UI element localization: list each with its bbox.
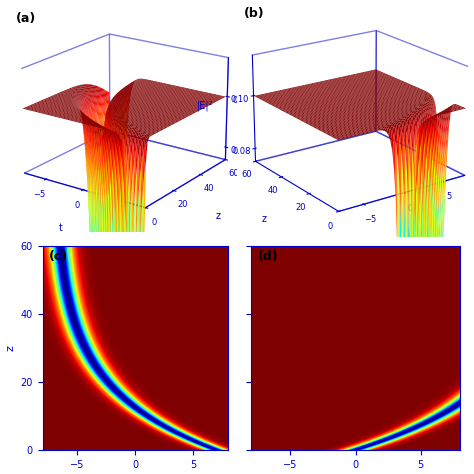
Y-axis label: z: z: [5, 346, 15, 351]
X-axis label: t: t: [424, 226, 428, 236]
Text: (d): (d): [258, 250, 278, 263]
Y-axis label: z: z: [262, 214, 267, 224]
Y-axis label: z: z: [216, 211, 220, 221]
Text: (c): (c): [48, 250, 68, 263]
X-axis label: t: t: [59, 223, 63, 233]
Text: (a): (a): [16, 11, 36, 25]
Text: (b): (b): [244, 7, 265, 20]
